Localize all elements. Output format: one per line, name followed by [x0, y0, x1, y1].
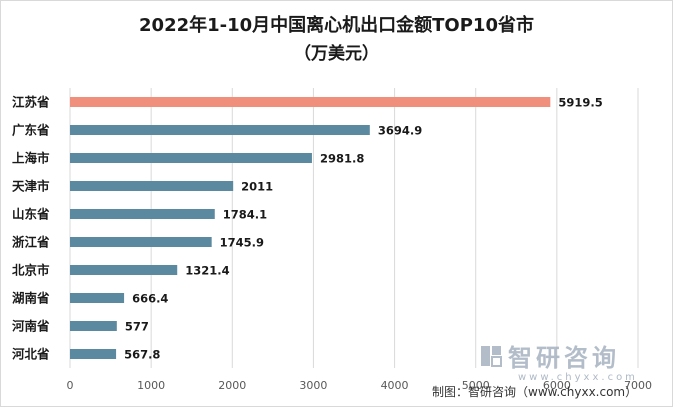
x-tick-label: 0 — [67, 379, 74, 392]
bar — [70, 125, 370, 135]
bars — [70, 97, 551, 359]
watermark-logo: 智研咨询 — [480, 338, 620, 373]
watermark-url: www.chyxx.com — [518, 372, 638, 383]
x-tick-label: 6000 — [543, 379, 571, 392]
value-label: 3694.9 — [378, 124, 422, 138]
value-label: 1784.1 — [223, 208, 267, 222]
x-tick-label: 3000 — [299, 379, 327, 392]
chart-subtitle: （万美元） — [294, 44, 379, 64]
category-label: 广东省 — [12, 123, 50, 138]
category-label: 天津市 — [12, 179, 50, 194]
category-label: 山东省 — [12, 207, 50, 222]
x-tick-label: 4000 — [381, 379, 409, 392]
x-tick-label: 2000 — [218, 379, 246, 392]
value-labels: 5919.5 3694.9 2981.8 2011 1784.1 1745.9 1321.4… — [124, 96, 603, 362]
bar — [70, 209, 215, 219]
x-tick-label: 7000 — [624, 379, 652, 392]
brand-logo-icon — [481, 345, 502, 367]
value-label: 577 — [125, 320, 149, 334]
x-tick-label: 1000 — [137, 379, 165, 392]
bar — [70, 321, 117, 331]
category-label: 北京市 — [12, 263, 50, 278]
value-label: 666.4 — [132, 292, 168, 306]
bar — [70, 97, 551, 107]
category-label: 河北省 — [12, 347, 50, 362]
category-label: 江苏省 — [12, 95, 50, 110]
value-label: 1321.4 — [185, 264, 229, 278]
bar — [70, 181, 234, 191]
x-tick-label: 5000 — [462, 379, 490, 392]
value-label: 1745.9 — [220, 236, 264, 250]
value-label: 2981.8 — [320, 152, 364, 166]
bar — [70, 265, 178, 275]
category-label: 上海市 — [12, 151, 50, 166]
bar — [70, 153, 312, 163]
bar — [70, 293, 125, 303]
value-label: 567.8 — [124, 348, 160, 362]
source-note: 制图：智研咨询（www.chyxx.com） — [432, 385, 638, 399]
bar — [70, 237, 212, 247]
category-label: 浙江省 — [12, 235, 50, 250]
value-label: 5919.5 — [558, 96, 602, 110]
chart-title: 2022年1-10月中国离心机出口金额TOP10省市 — [139, 15, 534, 36]
category-label: 湖南省 — [12, 291, 50, 306]
category-label: 河南省 — [12, 319, 50, 334]
x-tick-labels: 0 1000 2000 3000 4000 5000 6000 7000 — [67, 379, 653, 392]
bar — [70, 349, 117, 359]
value-label: 2011 — [241, 180, 273, 194]
watermark-brand: 智研咨询 — [508, 344, 620, 372]
